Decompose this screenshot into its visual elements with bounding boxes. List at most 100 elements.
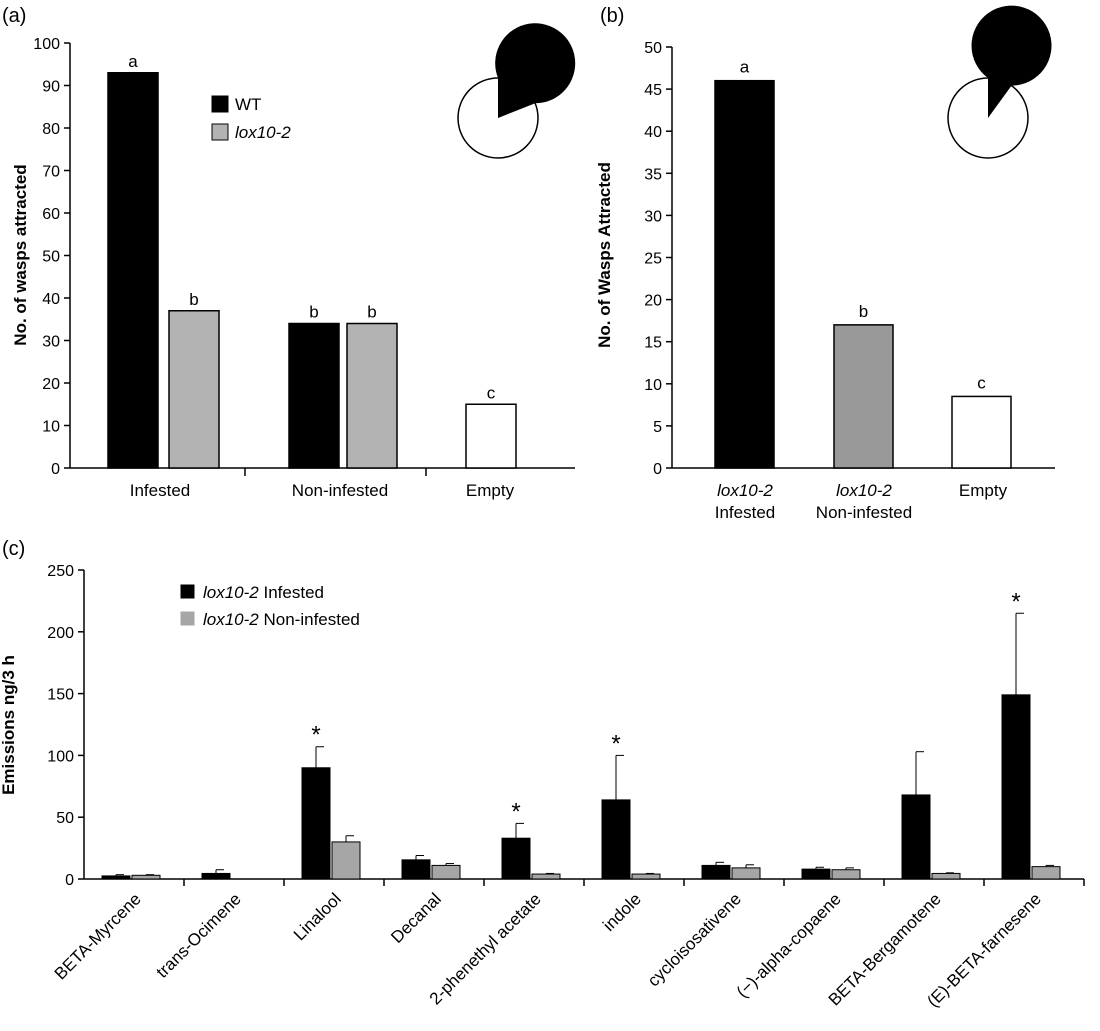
panel-c-y-tick-label: 250 xyxy=(47,563,74,580)
panel-a-bar xyxy=(288,322,340,469)
panel-a-bar xyxy=(107,72,159,469)
panel-c-y-tick-label: 50 xyxy=(56,810,74,827)
panel-a-y-tick-label: 100 xyxy=(33,36,60,53)
panel-c-category-label: Decanal xyxy=(387,889,445,947)
panel-c-bar xyxy=(501,837,531,880)
panel-c-bar xyxy=(101,875,131,880)
panel-a-y-tick-label: 60 xyxy=(42,206,60,223)
panel-c-y-tick-label: 0 xyxy=(65,872,74,889)
panel-b-bar-letter: a xyxy=(740,58,750,77)
panel-a-y-tick-label: 50 xyxy=(42,249,60,266)
panel-a-legend-label: WT xyxy=(235,95,261,114)
panel-c-bar xyxy=(701,864,731,880)
panel-b-bar xyxy=(833,324,894,469)
panel-c-bar xyxy=(1031,866,1061,880)
panel-c-significance-marker: * xyxy=(311,722,320,749)
panel-b: (b) No. of Wasps Attracted 0 5 10 15 20 25 30 3… xyxy=(595,5,1055,522)
panel-b-y-tick-label: 40 xyxy=(644,124,662,141)
panel-c-bar xyxy=(731,867,761,880)
panel-c-legend-swatch xyxy=(180,584,195,599)
panel-c-legend-italic: lox10-2 xyxy=(203,610,259,629)
panel-c-category-label: BETA-Bergamotene xyxy=(825,889,945,1009)
panel-b-y-tick-label: 35 xyxy=(644,166,662,183)
panel-a-bar-letter: a xyxy=(128,52,138,71)
panel-c-category-label: 2-phenethyl acetate xyxy=(426,889,545,1008)
panel-c-bar xyxy=(931,872,961,880)
panel-c-category-label: (−)-alpha-copaene xyxy=(733,889,845,1001)
panel-c-bar xyxy=(301,767,331,880)
panel-c-bar xyxy=(601,799,631,880)
panel-a-y-tick-label: 40 xyxy=(42,291,60,308)
panel-c-bar xyxy=(831,869,861,880)
panel-b-category-sublabel: Non-infested xyxy=(816,503,912,522)
panel-c-category-label: (E)-BETA-farnesene xyxy=(923,889,1044,1010)
panel-c-legend-label: lox10-2 Infested xyxy=(203,583,324,602)
panel-c-bar xyxy=(131,874,161,880)
panel-b-y-axis-label: No. of Wasps Attracted xyxy=(595,162,614,348)
panel-c-bar xyxy=(201,872,231,880)
panel-b-bar xyxy=(951,395,1012,469)
panel-b-category-label: Empty xyxy=(959,481,1008,500)
panel-a-y-axis-label: No. of wasps attracted xyxy=(11,164,30,345)
panel-a-bar-letter: b xyxy=(189,290,198,309)
panel-a-y-tick-label: 30 xyxy=(42,334,60,351)
panel-c: (c) Emissions ng/3 h 0 50 100 150 200 250 BETA… xyxy=(0,538,1085,1011)
panel-c-label: (c) xyxy=(2,538,25,560)
panel-b-y-tick-label: 0 xyxy=(653,461,662,478)
panel-a-category-label: Non-infested xyxy=(292,481,388,500)
panel-b-y-tick-label: 50 xyxy=(644,40,662,57)
panel-c-significance-marker: * xyxy=(511,798,520,825)
panel-b-bar-letter: b xyxy=(859,302,868,321)
panel-a-bar-letter: b xyxy=(367,303,376,322)
panel-b-pie-label: 90% xyxy=(971,123,1005,142)
panel-b-y-tick-label: 15 xyxy=(644,335,662,352)
panel-c-bar xyxy=(401,859,431,880)
panel-a-category-label: Empty xyxy=(466,481,515,500)
panel-b-pie-slice xyxy=(971,5,1052,119)
panel-c-category-label: BETA-Myrcene xyxy=(51,889,145,983)
panel-b-bar-letter: c xyxy=(977,373,986,392)
panel-a-pie-label: 81% xyxy=(481,123,515,142)
panel-c-category-label: indole xyxy=(599,889,645,935)
panel-c-bar xyxy=(631,873,661,880)
panel-c-legend-swatch xyxy=(180,611,195,626)
panel-a-y-tick-label: 10 xyxy=(42,419,60,436)
panel-c-bar xyxy=(331,841,361,880)
panel-a-bar xyxy=(465,403,517,469)
panel-b-category-label: lox10-2 xyxy=(717,481,773,500)
panel-b-category-label: lox10-2 xyxy=(836,481,892,500)
panel-c-bar xyxy=(901,794,931,880)
panel-a-legend-swatch xyxy=(211,95,229,113)
panel-b-category-sublabel: Infested xyxy=(715,503,776,522)
panel-a-y-tick-label: 80 xyxy=(42,121,60,138)
panel-a-bar xyxy=(168,310,220,469)
panel-a-y-tick-label: 20 xyxy=(42,376,60,393)
panel-b-y-tick-label: 10 xyxy=(644,377,662,394)
panel-a-bar xyxy=(346,322,398,469)
panel-c-y-tick-label: 100 xyxy=(47,748,74,765)
panel-c-bar xyxy=(431,864,461,880)
panel-a-pie-slice xyxy=(495,23,576,118)
panel-a-label: (a) xyxy=(2,5,26,27)
panel-c-legend-rest: Non-infested xyxy=(259,610,360,629)
panel-a-category-label: Infested xyxy=(130,481,191,500)
panel-c-bar xyxy=(531,873,561,880)
panel-a-y-tick-label: 70 xyxy=(42,164,60,181)
panel-a-y-tick-label: 0 xyxy=(51,461,60,478)
panel-b-bar xyxy=(714,79,775,469)
panel-c-legend-italic: lox10-2 xyxy=(203,583,259,602)
panel-c-category-label: trans-Ocimene xyxy=(153,889,245,981)
panel-c-significance-marker: * xyxy=(1011,588,1020,615)
panel-a-y-tick-label: 90 xyxy=(42,79,60,96)
panel-b-label: (b) xyxy=(600,5,624,27)
panel-b-y-tick-label: 30 xyxy=(644,208,662,225)
panel-a: (a) No. of wasps attracted 0 10 20 30 40 50 60… xyxy=(2,5,576,500)
panel-c-y-axis-label: Emissions ng/3 h xyxy=(0,655,18,795)
panel-a-bar-letter: b xyxy=(309,303,318,322)
panel-a-bar-letter: c xyxy=(487,383,496,402)
panel-a-legend-swatch xyxy=(211,123,229,141)
panel-c-bar xyxy=(1001,694,1031,880)
panel-c-category-label: Linalool xyxy=(290,889,345,944)
panel-c-legend-rest: Infested xyxy=(259,583,324,602)
